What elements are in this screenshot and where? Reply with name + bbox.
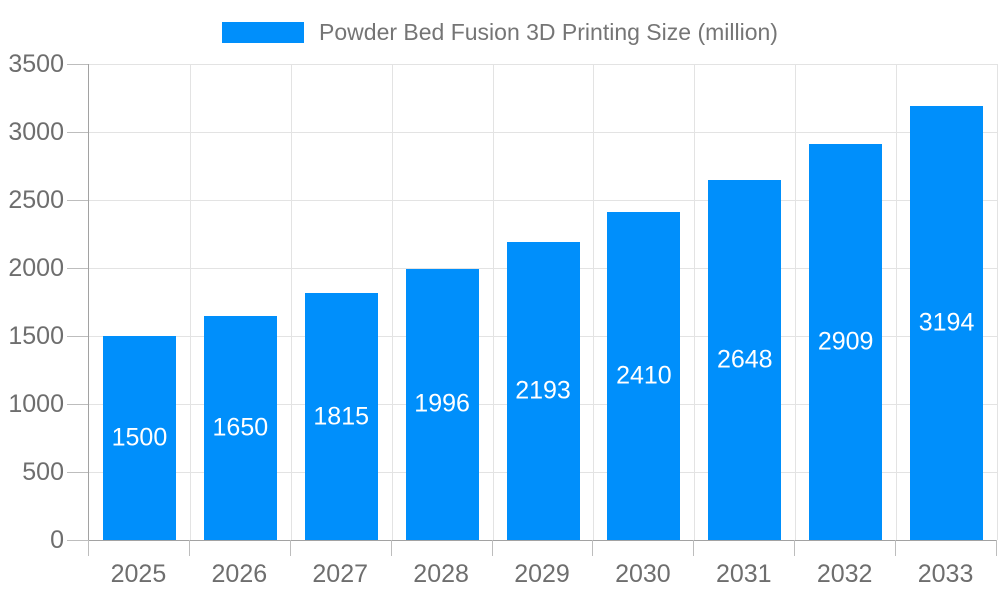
bar-2033[interactable]: 3194 xyxy=(910,105,984,540)
y-axis-label: 2000 xyxy=(8,253,64,282)
x-gridline xyxy=(492,64,494,540)
y-gridline xyxy=(89,132,997,133)
bar-value-label: 2648 xyxy=(716,345,773,374)
x-axis-tick xyxy=(592,540,594,556)
bar-2030[interactable]: 2410 xyxy=(607,212,681,540)
y-axis-tick xyxy=(67,472,88,473)
bar-2029[interactable]: 2193 xyxy=(506,241,580,540)
x-gridline xyxy=(189,64,191,540)
y-gridline xyxy=(89,64,997,65)
y-axis-label: 0 xyxy=(50,525,64,554)
plot-area: 1500 1650 1815 1996 2193 2410 2648 2909 3194 xyxy=(88,64,998,541)
y-axis-label: 2500 xyxy=(8,185,64,214)
bar-value-label: 2193 xyxy=(515,376,571,405)
x-axis-tick xyxy=(88,540,89,556)
x-axis-tick xyxy=(390,540,392,556)
bar-2031[interactable]: 2648 xyxy=(708,179,782,540)
bar-value-label: 2909 xyxy=(817,327,874,356)
x-gridline xyxy=(391,64,393,540)
x-axis-label: 2028 xyxy=(413,560,469,588)
bar-value-label: 1500 xyxy=(111,423,168,452)
y-axis-tick xyxy=(67,268,88,269)
y-axis-tick xyxy=(67,132,88,133)
x-gridline xyxy=(694,64,696,540)
x-axis-label: 2032 xyxy=(816,560,873,588)
x-axis-tick xyxy=(794,540,796,556)
y-axis-label: 1000 xyxy=(8,389,64,418)
y-gridline xyxy=(89,200,997,201)
x-axis-label: 2033 xyxy=(917,560,974,588)
y-axis-label: 1500 xyxy=(8,321,64,350)
legend-label: Powder Bed Fusion 3D Printing Size (mill… xyxy=(319,19,778,45)
x-gridline xyxy=(896,64,898,540)
bar-2028[interactable]: 1996 xyxy=(405,268,479,540)
x-gridline xyxy=(795,64,797,540)
x-gridline xyxy=(290,64,292,540)
bar-value-label: 1815 xyxy=(313,402,370,431)
y-axis-label: 3500 xyxy=(8,49,64,78)
bar-value-label: 1996 xyxy=(414,389,470,418)
x-axis-label: 2026 xyxy=(211,560,268,588)
bar-value-label: 2410 xyxy=(616,361,672,390)
x-axis-label: 2027 xyxy=(312,560,369,588)
chart-legend[interactable]: Powder Bed Fusion 3D Printing Size (mill… xyxy=(0,19,1000,46)
x-axis-label: 2025 xyxy=(110,560,167,588)
bar-2027[interactable]: 1815 xyxy=(304,293,378,540)
x-axis-tick xyxy=(188,540,190,556)
x-gridline xyxy=(997,64,998,540)
x-axis-label: 2030 xyxy=(615,560,671,588)
y-axis-tick xyxy=(67,64,88,65)
x-axis-label: 2031 xyxy=(715,560,772,588)
bar-2025[interactable]: 1500 xyxy=(102,336,176,540)
bar-2026[interactable]: 1650 xyxy=(203,315,277,540)
x-axis-tick xyxy=(491,540,493,556)
y-axis-tick xyxy=(67,404,88,405)
y-axis-label: 500 xyxy=(22,457,64,486)
legend-color-swatch xyxy=(222,22,305,43)
x-axis-tick xyxy=(289,540,291,556)
y-axis-label: 3000 xyxy=(8,117,64,146)
x-axis-tick xyxy=(996,540,997,556)
y-axis-tick xyxy=(67,336,88,337)
bar-value-label: 3194 xyxy=(918,308,975,337)
y-axis-tick xyxy=(67,200,88,201)
y-axis-tick xyxy=(67,540,88,541)
bar-value-label: 1650 xyxy=(212,413,269,442)
x-axis-label: 2029 xyxy=(514,560,570,588)
bar-2032[interactable]: 2909 xyxy=(809,144,883,540)
x-axis-tick xyxy=(693,540,695,556)
x-axis-tick xyxy=(895,540,897,556)
x-gridline xyxy=(593,64,595,540)
